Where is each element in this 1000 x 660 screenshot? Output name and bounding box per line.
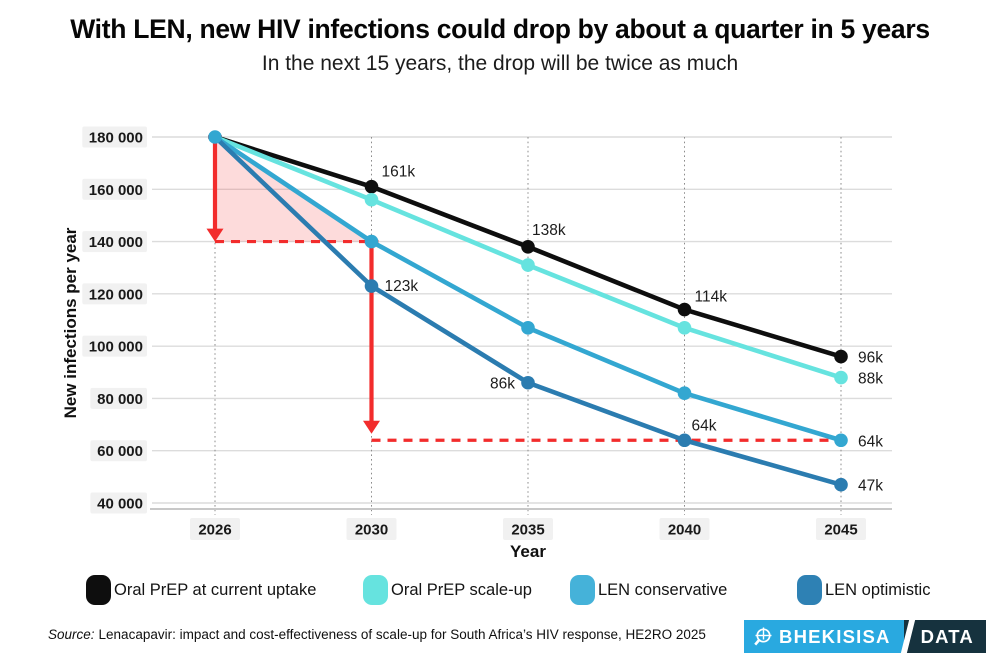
x-tick-labels: 2026 2030 2035 2040 2045 — [190, 518, 866, 540]
data-point-len-optimistic-2035 — [521, 375, 535, 390]
data-label-len-optimistic-86k: 86k — [490, 376, 515, 393]
y-tick-label: 160 000 — [89, 182, 143, 199]
y-tick-label: 100 000 — [89, 339, 143, 356]
x-tick-bg — [346, 518, 397, 540]
data-point-oral-prep-scale-up-2045 — [834, 370, 848, 385]
y-tick-label: 120 000 — [89, 286, 143, 303]
reduction-arrow-head — [363, 420, 380, 434]
legend-item-len-conservative: LEN conservative — [570, 574, 727, 606]
legend-label: LEN optimistic — [825, 580, 931, 599]
y-tick-label: 60 000 — [97, 443, 143, 460]
legend: Oral PrEP at current uptake Oral PrEP sca… — [0, 574, 1000, 610]
data-label-len-optimistic-123k: 123k — [385, 278, 419, 295]
x-tick-bg — [816, 518, 866, 540]
logo-primary-text: BHEKISISA — [779, 625, 891, 647]
x-tick-bg — [503, 518, 553, 540]
logo-secondary-text: DATA — [920, 625, 974, 647]
y-tick-bg — [82, 126, 147, 148]
legend-item-len-optimistic: LEN optimistic — [797, 574, 930, 606]
data-point-oral-prep-at-current-uptake-2035 — [521, 240, 535, 254]
source-text: Lenacapavir: impact and cost-effectivene… — [98, 627, 706, 642]
infographic-page: With LEN, new HIV infections could drop … — [0, 14, 1000, 653]
data-point-len-optimistic-2030 — [364, 279, 379, 293]
data-point-len-conservative-2035 — [521, 321, 535, 335]
data-label-len-conservative-64k: 64k — [858, 433, 883, 450]
legend-item-oral-prep-scale-up: Oral PrEP scale-up — [363, 574, 532, 606]
y-tick-label: 180 000 — [89, 130, 143, 147]
data-point-oral-prep-at-current-uptake-2040 — [677, 302, 692, 317]
line-chart: 180 000 160 000 140 000 120 000 100 000 80 00… — [61, 126, 892, 561]
logo-dark-section: DATA — [903, 620, 986, 653]
data-point-oral-prep-at-current-uptake-2045 — [834, 349, 848, 364]
reduction-arrow-head — [206, 228, 224, 242]
y-tick-bg — [82, 178, 147, 200]
data-label-oral-prep-at-current-uptake-96k: 96k — [858, 350, 883, 367]
data-point-oral-prep-scale-up-2040 — [677, 321, 692, 335]
y-tick-bg — [82, 335, 147, 357]
source-note: Source: Lenacapavir: impact and cost-effe… — [48, 627, 706, 642]
data-point-len-conservative-2040 — [677, 386, 692, 401]
x-tick-label: 2040 — [668, 522, 701, 539]
data-point-len-optimistic-2045 — [834, 477, 848, 492]
x-tick-bg — [190, 518, 240, 540]
data-label-oral-prep-scale-up-88k: 88k — [858, 371, 883, 388]
chart-area: 180 000 160 000 140 000 120 000 100 000 80 00… — [0, 110, 1000, 572]
annotations — [206, 135, 841, 442]
data-point-oral-prep-at-current-uptake-2030 — [364, 179, 379, 194]
legend-label: LEN conservative — [598, 580, 728, 599]
data-label-len-optimistic-47k: 47k — [858, 478, 883, 495]
y-tick-bg — [90, 492, 147, 514]
x-tick-label: 2026 — [198, 522, 231, 539]
data-point-oral-prep-scale-up-2035 — [521, 258, 535, 272]
x-tick-label: 2035 — [511, 522, 544, 539]
y-tick-label: 80 000 — [97, 391, 143, 408]
data-label-oral-prep-at-current-uptake-161k: 161k — [382, 164, 416, 181]
x-tick-label: 2045 — [824, 522, 857, 539]
data-point-len-conservative-2026 — [208, 130, 222, 144]
y-tick-bg — [90, 387, 147, 409]
x-axis-title: Year — [510, 542, 546, 561]
data-point-oral-prep-scale-up-2030 — [364, 192, 379, 207]
source-label: Source: — [48, 627, 95, 642]
x-tick-label: 2030 — [355, 522, 388, 539]
x-tick-bg — [659, 518, 710, 540]
data-label-len-optimistic-64k: 64k — [692, 417, 717, 434]
logo-blue-section: BHEKISISA — [744, 620, 904, 653]
data-label-oral-prep-at-current-uptake-138k: 138k — [532, 222, 566, 239]
y-axis-title: New infections per year — [61, 227, 80, 418]
data-point-len-conservative-2030 — [364, 234, 379, 249]
legend-swatch — [363, 575, 388, 605]
data-point-len-conservative-2045 — [834, 433, 848, 448]
y-tick-bg — [82, 283, 147, 305]
legend-label: Oral PrEP scale-up — [391, 580, 532, 599]
y-tick-bg — [82, 231, 147, 253]
magnifier-crosshair-icon — [754, 627, 772, 645]
chart-title: With LEN, new HIV infections could drop … — [70, 14, 930, 44]
bhekisisa-data-logo: BHEKISISA DATA — [744, 620, 986, 653]
data-label-oral-prep-at-current-uptake-114k: 114k — [695, 289, 728, 306]
legend-swatch — [570, 575, 595, 605]
y-tick-labels: 180 000 160 000 140 000 120 000 100 000 80 00… — [82, 126, 147, 514]
h-gridlines — [152, 136, 892, 504]
legend-swatch — [797, 575, 822, 605]
y-tick-label: 40 000 — [97, 496, 143, 513]
data-point-len-optimistic-2040 — [677, 433, 692, 448]
y-tick-label: 140 000 — [89, 234, 143, 251]
chart-subtitle: In the next 15 years, the drop will be t… — [261, 52, 739, 75]
legend-label: Oral PrEP at current uptake — [114, 580, 317, 599]
y-tick-bg — [90, 440, 147, 462]
legend-swatch — [86, 575, 111, 605]
legend-item-oral-prep-at-current-uptake: Oral PrEP at current uptake — [86, 574, 316, 606]
